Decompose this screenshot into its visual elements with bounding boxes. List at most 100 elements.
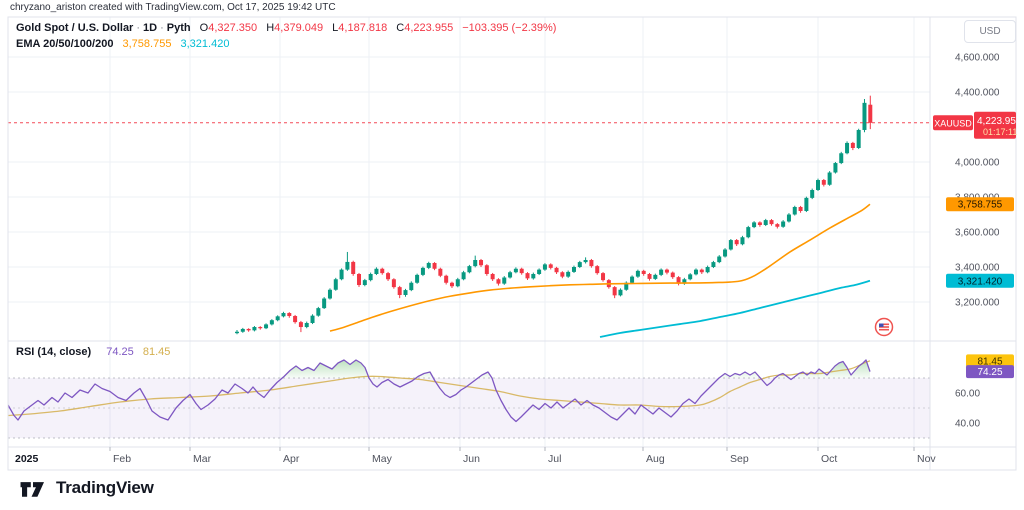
attribution-text: chryzano_ariston created with TradingVie… <box>10 2 336 13</box>
ema-price-badge-bg <box>946 197 1014 212</box>
candle-body <box>688 274 693 280</box>
candle-body <box>868 104 873 123</box>
rsi-legend-row[interactable]: RSI (14, close) 74.25 81.45 <box>16 346 176 358</box>
candle-body <box>467 266 472 273</box>
candle-body <box>566 271 571 277</box>
candle-body <box>746 227 751 238</box>
candle-body <box>333 279 338 290</box>
rsi-ma-value: 81.45 <box>142 346 171 358</box>
symbol-legend-row[interactable]: Gold Spot / U.S. Dollar · 1D · Pyth O4,327.3… <box>16 21 556 36</box>
candle-body <box>444 275 449 283</box>
candle-body <box>862 102 867 130</box>
rsi-value-badge-text: 74.25 <box>977 367 1002 378</box>
candle-body <box>397 287 402 295</box>
close-label: C <box>396 22 405 34</box>
flag-stripe <box>879 326 889 328</box>
rsi-pane <box>8 359 930 439</box>
candle-body <box>845 142 850 154</box>
last-price-badge-bg <box>974 111 1016 139</box>
rsi-value-badge: 81.45 <box>966 354 1014 368</box>
rsi-value-badge: 74.25 <box>966 365 1014 379</box>
time-axis[interactable]: Feb Mar Apr May Jun Jul Aug Sep Oct Nov 2025 <box>15 447 936 465</box>
candle-body <box>723 249 728 257</box>
price-tick-label: 3,600.000 <box>955 228 1000 239</box>
rsi-band <box>8 378 930 438</box>
candle-body <box>258 327 263 329</box>
tradingview-logo-icon <box>20 482 44 497</box>
candle-body <box>630 276 635 283</box>
month-label: May <box>372 453 393 465</box>
candle-body <box>601 273 606 281</box>
ema-price-badge-text: 3,321.420 <box>958 276 1003 287</box>
rsi-indicator-title: RSI (14, close) <box>16 346 92 358</box>
candle-body <box>554 267 559 273</box>
candle-body <box>316 308 321 316</box>
high-label: H <box>266 22 275 34</box>
candle-body <box>438 268 443 276</box>
high-value: 4,379.049 <box>274 22 324 34</box>
interval-label: 1D <box>143 22 158 34</box>
candle-body <box>798 206 803 211</box>
candle-body <box>804 197 809 211</box>
candle-body <box>728 240 733 250</box>
currency-unit-button[interactable]: USD <box>964 20 1016 43</box>
month-label: Oct <box>821 453 837 465</box>
data-source-label: Pyth <box>166 22 191 34</box>
candle-body <box>281 313 286 317</box>
ema-price-badge: 3,758.755 <box>946 197 1014 212</box>
candle-body <box>490 274 495 280</box>
candle-body <box>357 274 362 286</box>
candle-body <box>816 180 820 190</box>
price-tick-label: 4,400.000 <box>955 88 1000 99</box>
rsi-overbought-fill <box>8 360 870 378</box>
tradingview-logo[interactable]: TradingView <box>18 477 154 499</box>
candle-body <box>298 322 303 328</box>
ema-legend-row[interactable]: EMA 20/50/100/200 3,758.755 3,321.420 <box>16 37 556 52</box>
open-value: 4,327.350 <box>208 22 258 34</box>
tradingview-logo-text: TradingView <box>56 478 154 497</box>
candle-body <box>252 327 257 331</box>
month-label: Nov <box>917 453 936 465</box>
last-price-badge-price: 4,223.955 <box>977 116 1022 127</box>
flag-stripe <box>879 328 889 331</box>
ema-fast-value: 3,758.755 <box>122 38 172 50</box>
price-tick-label: 4,000.000 <box>955 158 1000 169</box>
candles-layer <box>235 95 873 335</box>
candle-body <box>310 315 315 323</box>
candle-body <box>537 269 542 274</box>
candle-body <box>293 316 298 323</box>
bar-countdown: 01:17:11 <box>983 127 1017 137</box>
candle-body <box>420 267 425 275</box>
year-label: 2025 <box>15 453 39 465</box>
candle-body <box>327 289 332 299</box>
candle-body <box>345 261 350 270</box>
ema-price-badge: 3,321.420 <box>946 273 1014 288</box>
symbol-title: Gold Spot / U.S. Dollar <box>16 22 134 34</box>
candle-body <box>269 320 274 325</box>
candle-body <box>432 262 437 269</box>
month-label: Aug <box>646 453 665 465</box>
close-value: 4,223.955 <box>404 22 454 34</box>
candle-body <box>426 262 431 268</box>
candle-body <box>449 282 454 287</box>
candle-body <box>479 260 484 266</box>
candle-body <box>403 290 408 295</box>
month-label: Feb <box>113 453 131 465</box>
price-tick-label: 3,200.000 <box>955 298 1000 309</box>
month-label: Sep <box>730 453 749 465</box>
price-tick-label: 4,600.000 <box>955 53 1000 64</box>
candle-body <box>821 180 826 185</box>
month-label: Jun <box>463 453 480 465</box>
legend-separator: · <box>136 22 141 34</box>
candle-body <box>519 268 524 274</box>
candle-body <box>473 260 478 267</box>
ema-indicator-title: EMA 20/50/100/200 <box>16 38 114 50</box>
candle-body <box>612 287 617 296</box>
chart-legend: Gold Spot / U.S. Dollar · 1D · Pyth O4,327.3… <box>16 21 556 53</box>
candle-body <box>833 163 838 173</box>
candle-body <box>374 268 379 274</box>
rsi-tick-label: 40.00 <box>955 419 980 430</box>
us-flag-economic-event-icon[interactable] <box>874 317 894 337</box>
